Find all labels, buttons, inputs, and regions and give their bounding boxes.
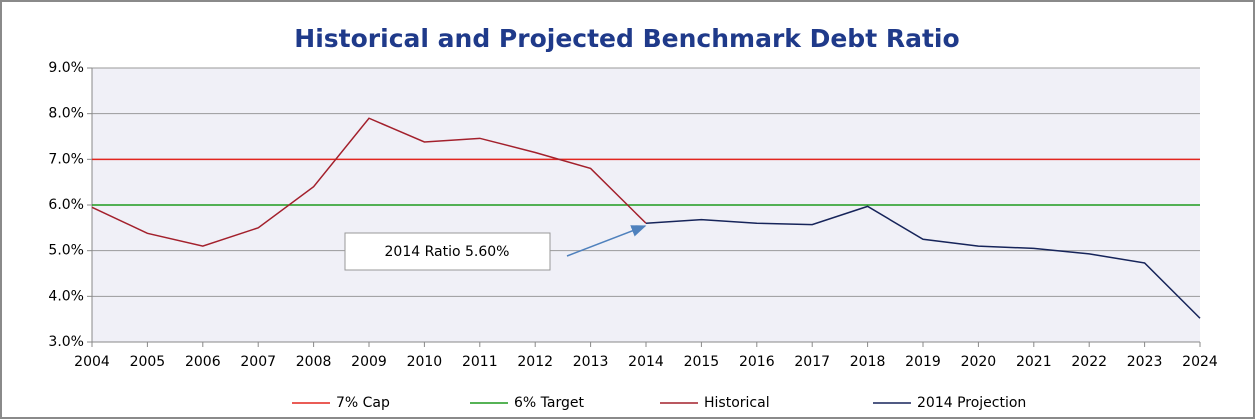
y-tick-label: 5.0% (48, 243, 84, 259)
x-tick-label: 2010 (407, 354, 443, 370)
y-tick-label: 8.0% (48, 106, 84, 122)
x-tick-label: 2007 (240, 354, 276, 370)
x-tick-label: 2012 (517, 354, 553, 370)
y-tick-label: 7.0% (48, 151, 84, 167)
legend-label: 7% Cap (336, 395, 390, 411)
annotation-arrow (566, 225, 647, 257)
series-line (645, 205, 1201, 319)
x-tick-label: 2021 (1016, 354, 1052, 370)
legend-label: Historical (704, 395, 770, 411)
x-tick-label: 2020 (961, 354, 997, 370)
legend-label: 6% Target (514, 395, 584, 411)
marks: 3.0% 4.0% 5.0% 6.0% 7.0% 8.0% 9.0% 2004 2005 2006… (48, 60, 1217, 411)
x-tick-label: 2015 (684, 354, 720, 370)
x-tick-label: 2013 (573, 354, 609, 370)
series-line (91, 117, 647, 247)
x-tick-label: 2014 (628, 354, 664, 370)
annotation-box (344, 232, 551, 271)
x-tick-label: 2017 (794, 354, 830, 370)
y-tick-label: 9.0% (48, 60, 84, 76)
x-tick-label: 2023 (1127, 354, 1163, 370)
legend-label: 2014 Projection (917, 395, 1026, 411)
x-tick-label: 2009 (351, 354, 387, 370)
y-tick-label: 3.0% (48, 334, 84, 350)
annotation: 2014 Ratio 5.60% (385, 244, 510, 260)
x-tick-label: 2011 (462, 354, 498, 370)
chart-title: Historical and Projected Benchmark Debt … (294, 24, 959, 53)
x-tick-label: 2018 (850, 354, 886, 370)
x-tick-label: 2022 (1071, 354, 1107, 370)
x-tick-label: 2004 (74, 354, 110, 370)
x-tick-label: 2008 (296, 354, 332, 370)
x-tick-label: 2016 (739, 354, 775, 370)
y-tick-label: 4.0% (48, 288, 84, 304)
x-tick-label: 2006 (185, 354, 221, 370)
x-tick-label: 2005 (130, 354, 166, 370)
y-tick-label: 6.0% (48, 197, 84, 213)
x-tick-label: 2024 (1182, 354, 1218, 370)
x-tick-label: 2019 (905, 354, 941, 370)
